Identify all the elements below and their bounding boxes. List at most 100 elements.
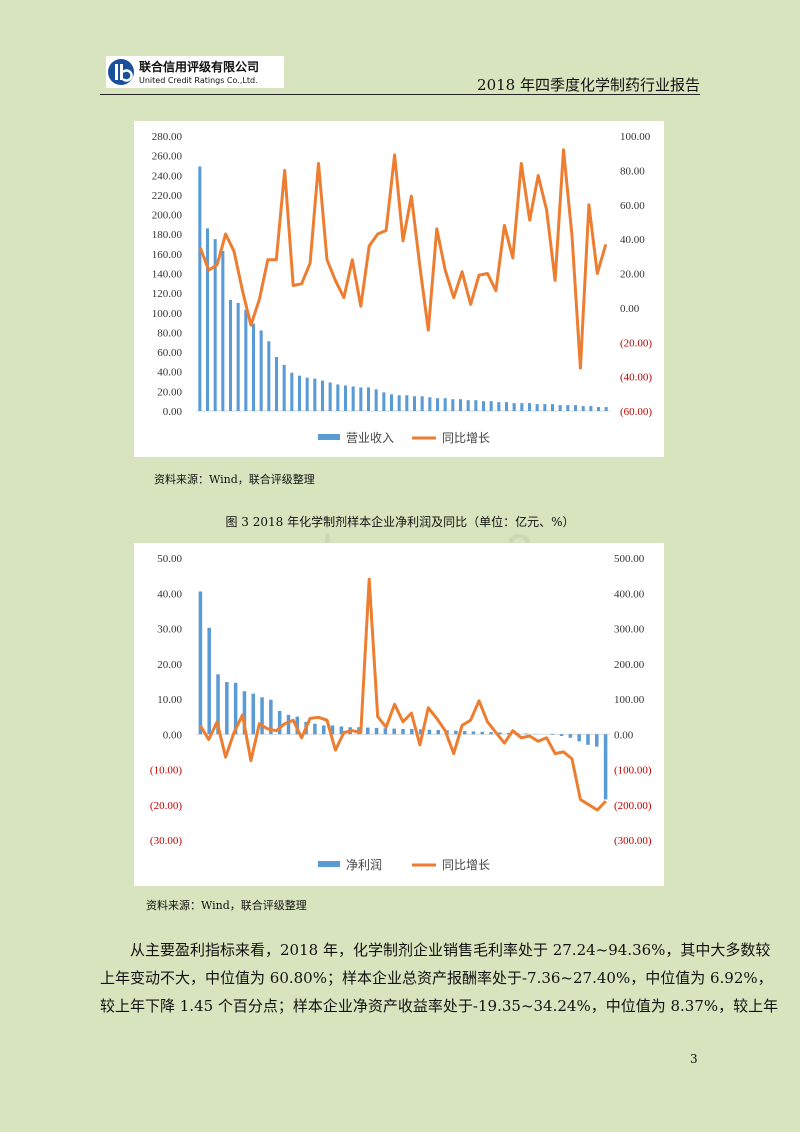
bar bbox=[207, 627, 211, 735]
bar bbox=[451, 399, 455, 411]
bar bbox=[418, 729, 423, 735]
bar bbox=[305, 377, 309, 411]
bar bbox=[297, 375, 302, 411]
page-number: 3 bbox=[690, 1052, 698, 1066]
left-axis-tick-label: 100.00 bbox=[152, 308, 183, 320]
left-axis-tick-label: 180.00 bbox=[152, 229, 183, 241]
bar bbox=[462, 731, 467, 735]
bar bbox=[489, 732, 493, 735]
left-axis-tick-label: 0.00 bbox=[163, 729, 183, 741]
left-axis-tick-label: 40.00 bbox=[157, 367, 182, 379]
right-axis-tick-label: 80.00 bbox=[620, 165, 645, 177]
right-axis-tick-label: 40.00 bbox=[620, 234, 645, 246]
left-axis-tick-label: 40.00 bbox=[157, 588, 182, 600]
bar bbox=[198, 166, 202, 411]
header-divider bbox=[100, 94, 700, 95]
bar bbox=[225, 682, 229, 735]
bar bbox=[236, 302, 240, 411]
bar bbox=[412, 396, 417, 411]
figure-3-caption: 图 3 2018 年化学制剂样本企业净利润及同比（单位：亿元、%） bbox=[225, 515, 575, 529]
bar bbox=[481, 401, 486, 411]
right-axis-tick-label: 400.00 bbox=[614, 588, 645, 600]
bar bbox=[359, 387, 363, 411]
right-axis-tick-label: (100.00) bbox=[614, 765, 652, 777]
bar bbox=[480, 731, 485, 735]
bar bbox=[383, 728, 388, 735]
bar bbox=[443, 398, 447, 411]
bar bbox=[512, 403, 516, 411]
bar bbox=[228, 300, 233, 411]
bar bbox=[389, 394, 394, 411]
right-axis-tick-label: 0.00 bbox=[614, 729, 634, 741]
bar bbox=[313, 378, 317, 411]
bar bbox=[604, 407, 608, 411]
bar bbox=[586, 734, 590, 745]
right-axis-tick-label: 100.00 bbox=[614, 694, 645, 706]
bar bbox=[374, 389, 378, 411]
left-axis-tick-label: 20.00 bbox=[157, 386, 182, 398]
bar bbox=[244, 309, 248, 411]
bar bbox=[527, 403, 532, 411]
bar bbox=[498, 732, 502, 735]
paragraph-line-1: 从主要盈利指标来看，2018 年，化学制剂企业销售毛利率处于 27.24~94.… bbox=[130, 941, 771, 959]
bar bbox=[290, 372, 294, 411]
bar bbox=[558, 405, 562, 411]
logo-company-cn: 联合信用评级有限公司 bbox=[139, 59, 259, 74]
bar bbox=[454, 730, 458, 735]
bar bbox=[420, 396, 424, 411]
right-axis-tick-label: 60.00 bbox=[620, 200, 645, 212]
left-axis-tick-label: 220.00 bbox=[152, 190, 183, 202]
bar bbox=[474, 400, 478, 411]
legend-line-label: 同比增长 bbox=[442, 858, 490, 872]
right-axis-tick-label: 20.00 bbox=[620, 269, 645, 281]
company-logo: 联合信用评级有限公司 United Credit Ratings Co.,Ltd… bbox=[106, 56, 284, 88]
bar bbox=[277, 710, 282, 735]
bar bbox=[595, 734, 599, 747]
bar bbox=[397, 395, 401, 411]
bar bbox=[573, 405, 578, 411]
bar bbox=[401, 728, 405, 735]
right-axis-tick-label: (20.00) bbox=[620, 337, 652, 349]
bar bbox=[596, 407, 601, 411]
bar bbox=[427, 729, 432, 735]
right-axis-tick-label: 300.00 bbox=[614, 624, 645, 636]
bar bbox=[198, 591, 203, 735]
bar bbox=[321, 725, 326, 735]
left-axis-tick-label: 120.00 bbox=[152, 288, 183, 300]
bar bbox=[428, 397, 432, 411]
bar bbox=[221, 250, 225, 411]
bar bbox=[282, 364, 286, 411]
right-axis-tick-label: 100.00 bbox=[620, 131, 651, 143]
bar bbox=[589, 406, 593, 411]
bar bbox=[535, 404, 539, 411]
revenue-chart-svg: 280.00 260.00 240.00 220.00 200.00 180.00 160.… bbox=[152, 131, 653, 445]
left-axis-tick-label: 200.00 bbox=[152, 210, 183, 222]
bar bbox=[213, 239, 217, 411]
bar bbox=[392, 728, 396, 735]
right-axis-tick-label: (200.00) bbox=[614, 800, 652, 812]
legend-line-label: 同比增长 bbox=[442, 431, 490, 445]
bar bbox=[405, 395, 409, 411]
bar bbox=[330, 725, 335, 735]
source-note-2: 资料来源：Wind，联合评级整理 bbox=[146, 899, 307, 912]
left-axis-tick-label: 60.00 bbox=[157, 347, 182, 359]
net-profit-chart: 50.00 40.00 30.00 20.00 10.00 0.00 (10.00) (20.… bbox=[134, 543, 664, 886]
left-axis-tick-label: 240.00 bbox=[152, 170, 183, 182]
bar bbox=[566, 405, 570, 411]
bar bbox=[543, 404, 547, 411]
legend-bar-swatch bbox=[318, 861, 340, 867]
bar bbox=[205, 228, 210, 411]
bar bbox=[506, 732, 511, 735]
bar bbox=[366, 727, 370, 735]
bar bbox=[520, 403, 524, 411]
paragraph-line-3: 较上年下降 1.45 个百分点；样本企业净资产收益率处于-19.35~34.24… bbox=[100, 997, 779, 1015]
bar bbox=[351, 386, 355, 411]
bar bbox=[497, 402, 501, 411]
right-axis-tick-label: 200.00 bbox=[614, 659, 645, 671]
bar bbox=[559, 734, 564, 737]
bar bbox=[471, 731, 476, 735]
bar bbox=[328, 382, 332, 411]
right-axis-tick-label: (300.00) bbox=[614, 835, 652, 847]
bar bbox=[267, 341, 271, 411]
paragraph-line-2: 上年变动不大，中位值为 60.80%；样本企业总资产报酬率处于-7.36~27.… bbox=[100, 969, 773, 987]
